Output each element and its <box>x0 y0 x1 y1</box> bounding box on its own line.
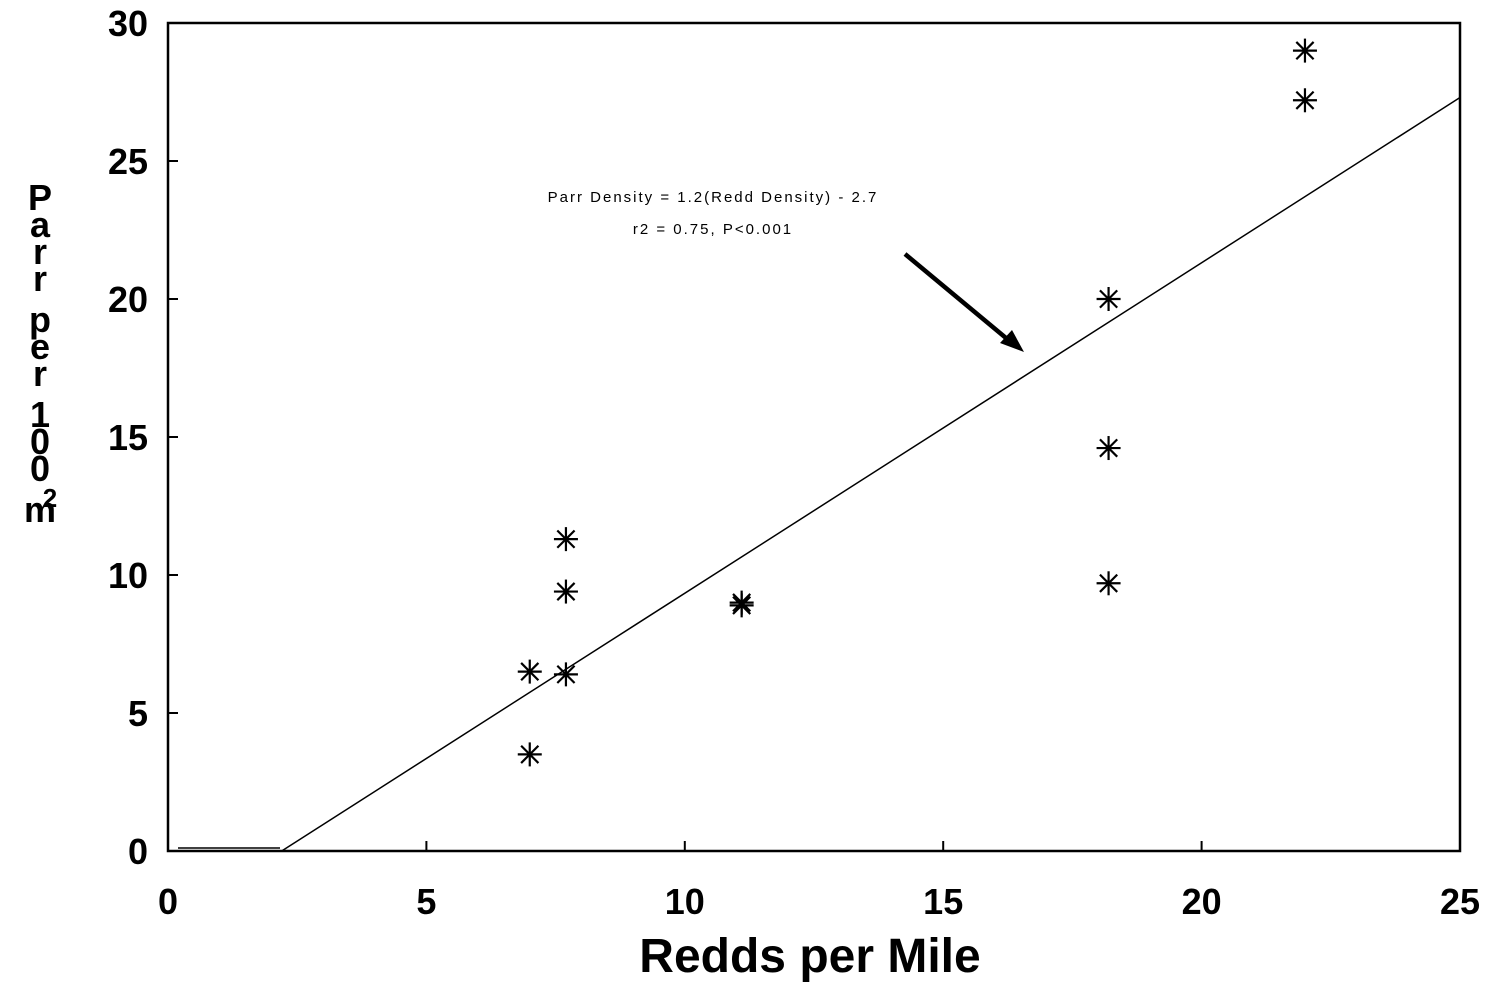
data-point <box>553 662 578 687</box>
y-tick-label: 15 <box>108 417 148 458</box>
regression-line <box>281 96 1461 852</box>
y-tick-label: 30 <box>108 3 148 44</box>
data-point <box>1096 571 1121 596</box>
x-tick-label: 15 <box>923 881 963 922</box>
x-tick-label: 10 <box>665 881 705 922</box>
y-axis-title-char: 0 <box>30 421 50 462</box>
y-tick-label: 25 <box>108 141 148 182</box>
y-axis-title-char: m <box>24 489 56 530</box>
data-point <box>1096 436 1121 461</box>
y-axis-title-char: p <box>29 299 51 340</box>
data-point <box>517 659 542 684</box>
x-tick-label: 25 <box>1440 881 1480 922</box>
data-point <box>517 742 542 767</box>
y-axis-title-char: r <box>33 258 47 299</box>
equation-annotation: Parr Density = 1.2(Redd Density) - 2.7 <box>548 189 879 206</box>
x-tick-label: 20 <box>1182 881 1222 922</box>
data-point <box>553 527 578 552</box>
plot-frame <box>166 21 1462 853</box>
data-point <box>553 579 578 604</box>
x-axis-ticks: 0 5 10 15 20 25 <box>158 841 1480 922</box>
y-tick-label: 20 <box>108 279 148 320</box>
y-tick-label: 0 <box>128 831 148 872</box>
x-tick-label: 0 <box>158 881 178 922</box>
y-axis-title-char: 1 <box>30 394 50 435</box>
data-point <box>1096 287 1121 311</box>
x-axis-title: Redds per Mile <box>639 930 980 983</box>
stats-annotation: r2 = 0.75, P<0.001 <box>633 221 793 238</box>
y-axis-title-char: 0 <box>30 448 50 489</box>
y-axis-title-char: P <box>28 177 52 218</box>
y-tick-label: 5 <box>128 693 148 734</box>
annotation-arrow <box>903 252 1024 352</box>
data-point <box>1292 88 1317 113</box>
y-tick-label: 10 <box>108 555 148 596</box>
x-tick-label: 5 <box>416 881 436 922</box>
data-points <box>517 38 1317 767</box>
y-axis-ticks: 0 5 10 15 20 25 30 <box>108 3 178 872</box>
y-axis-title-char: r <box>33 231 47 272</box>
y-axis-title-char: r <box>33 353 47 394</box>
y-axis-title-char: a <box>30 204 51 245</box>
y-axis-title-char: e <box>30 326 50 367</box>
data-point <box>729 590 754 615</box>
data-point <box>1292 38 1317 63</box>
y-axis-title-superscript: 2 <box>43 483 57 513</box>
